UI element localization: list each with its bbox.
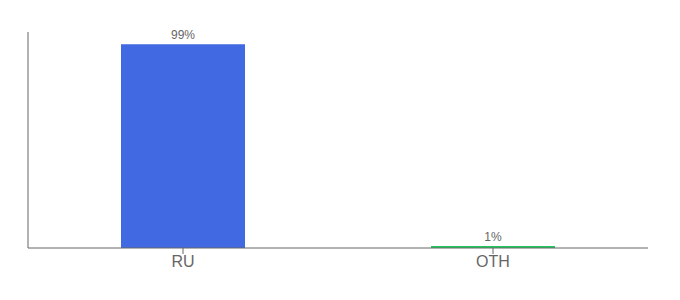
- svg-text:1%: 1%: [484, 230, 502, 244]
- svg-text:RU: RU: [171, 253, 194, 270]
- svg-text:OTH: OTH: [476, 253, 510, 270]
- svg-text:99%: 99%: [171, 28, 195, 42]
